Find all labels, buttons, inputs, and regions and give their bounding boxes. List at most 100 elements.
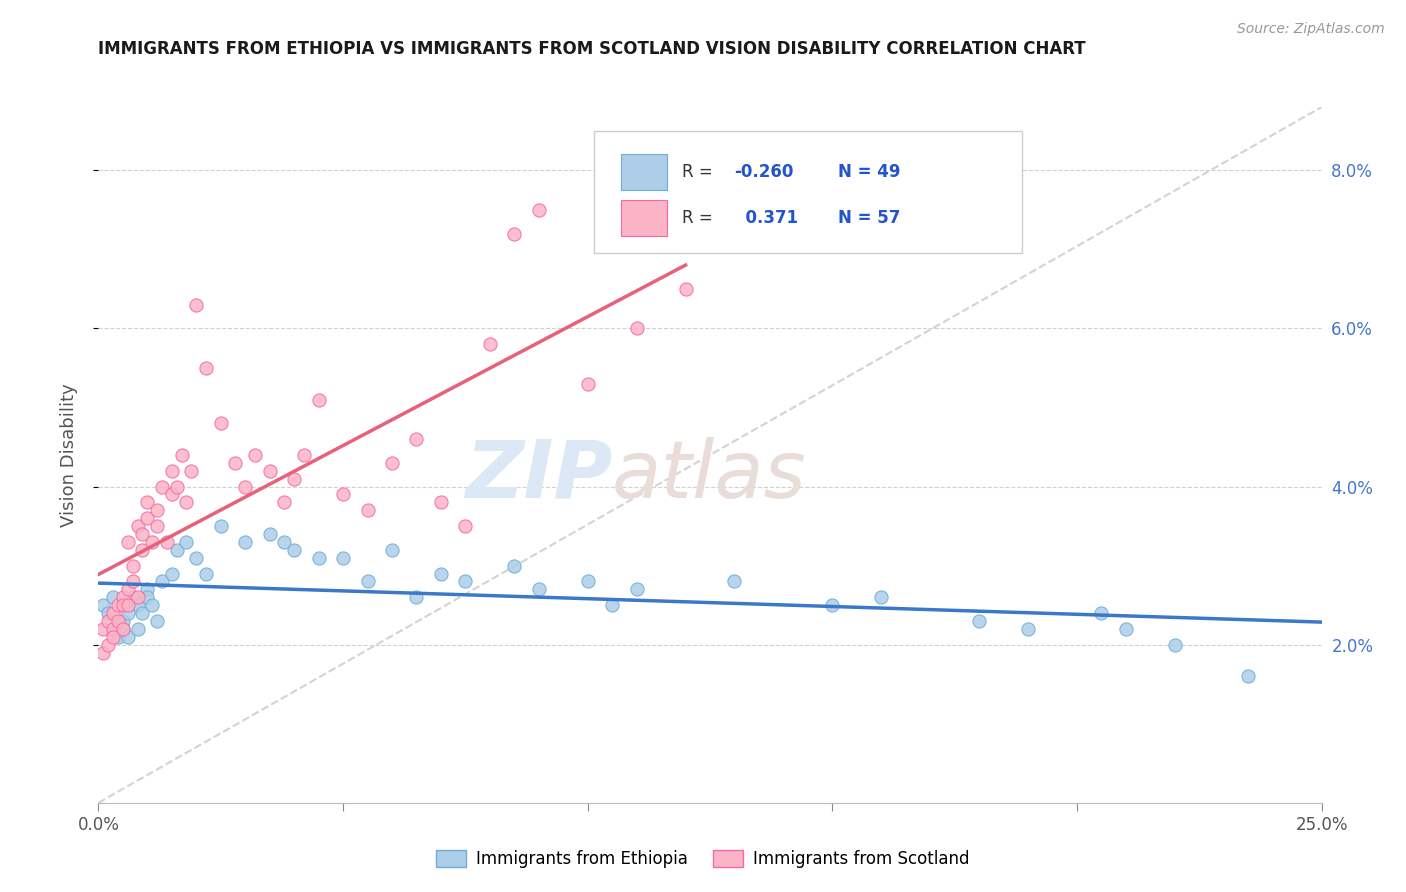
Point: [146, 519, 169, 533]
FancyBboxPatch shape: [620, 201, 668, 236]
Point: [136, 511, 159, 525]
Point: [127, 598, 149, 612]
Point: [870, 591, 893, 605]
Point: [101, 622, 124, 636]
Point: [97, 614, 120, 628]
Point: [101, 630, 124, 644]
Point: [233, 534, 256, 549]
Point: [292, 448, 315, 462]
Point: [131, 527, 153, 541]
Point: [356, 503, 378, 517]
Point: [332, 550, 354, 565]
Point: [117, 598, 139, 612]
Point: [111, 598, 134, 612]
Point: [141, 534, 163, 549]
FancyBboxPatch shape: [620, 153, 668, 190]
Point: [723, 574, 745, 589]
Point: [209, 417, 232, 431]
Point: [967, 614, 990, 628]
Point: [111, 622, 134, 636]
Point: [576, 574, 599, 589]
Text: ZIP: ZIP: [465, 437, 612, 515]
Point: [131, 606, 153, 620]
Point: [97, 606, 120, 620]
Point: [117, 534, 139, 549]
Point: [166, 479, 188, 493]
Point: [308, 392, 330, 407]
Point: [136, 591, 159, 605]
Point: [127, 519, 149, 533]
Point: [527, 202, 550, 217]
Point: [273, 534, 295, 549]
Text: N = 49: N = 49: [838, 162, 901, 181]
Point: [308, 550, 330, 565]
Point: [107, 598, 129, 612]
Point: [91, 598, 114, 612]
Point: [111, 614, 134, 628]
Point: [675, 282, 697, 296]
Point: [117, 606, 139, 620]
Point: [131, 542, 153, 557]
Point: [1090, 606, 1112, 620]
Point: [503, 558, 526, 573]
Point: [121, 574, 143, 589]
Text: R =: R =: [682, 210, 718, 227]
Point: [141, 598, 163, 612]
Point: [195, 566, 218, 581]
Point: [283, 472, 305, 486]
Text: R =: R =: [682, 162, 718, 181]
Point: [117, 630, 139, 644]
Point: [527, 582, 550, 597]
Point: [233, 479, 256, 493]
Text: 0.371: 0.371: [734, 210, 799, 227]
Point: [405, 432, 427, 446]
Point: [121, 558, 143, 573]
Text: atlas: atlas: [612, 437, 807, 515]
Point: [186, 298, 208, 312]
Point: [150, 479, 173, 493]
FancyBboxPatch shape: [593, 131, 1022, 253]
Point: [381, 542, 404, 557]
Point: [1115, 622, 1137, 636]
Point: [91, 646, 114, 660]
Point: [243, 448, 266, 462]
Point: [127, 591, 149, 605]
Point: [454, 574, 477, 589]
Point: [176, 495, 198, 509]
Point: [160, 464, 183, 478]
Point: [821, 598, 844, 612]
Point: [626, 582, 648, 597]
Point: [107, 614, 129, 628]
Point: [1017, 622, 1039, 636]
Point: [430, 566, 453, 581]
Point: [356, 574, 378, 589]
Text: IMMIGRANTS FROM ETHIOPIA VS IMMIGRANTS FROM SCOTLAND VISION DISABILITY CORRELATI: IMMIGRANTS FROM ETHIOPIA VS IMMIGRANTS F…: [98, 40, 1085, 58]
Point: [224, 456, 246, 470]
Point: [121, 591, 143, 605]
Point: [381, 456, 404, 470]
Point: [576, 376, 599, 391]
Point: [1237, 669, 1260, 683]
Point: [101, 606, 124, 620]
Text: Source: ZipAtlas.com: Source: ZipAtlas.com: [1237, 22, 1385, 37]
Point: [180, 464, 202, 478]
Text: -0.260: -0.260: [734, 162, 794, 181]
Point: [259, 527, 281, 541]
Point: [273, 495, 295, 509]
Point: [117, 582, 139, 597]
Point: [1164, 638, 1187, 652]
Point: [101, 591, 124, 605]
Point: [170, 448, 193, 462]
Point: [156, 534, 179, 549]
Legend: Immigrants from Ethiopia, Immigrants from Scotland: Immigrants from Ethiopia, Immigrants fro…: [430, 843, 976, 875]
Point: [97, 638, 120, 652]
Y-axis label: Vision Disability: Vision Disability: [59, 383, 77, 527]
Point: [195, 360, 218, 375]
Point: [146, 503, 169, 517]
Point: [160, 566, 183, 581]
Point: [150, 574, 173, 589]
Point: [176, 534, 198, 549]
Point: [101, 622, 124, 636]
Point: [405, 591, 427, 605]
Point: [136, 495, 159, 509]
